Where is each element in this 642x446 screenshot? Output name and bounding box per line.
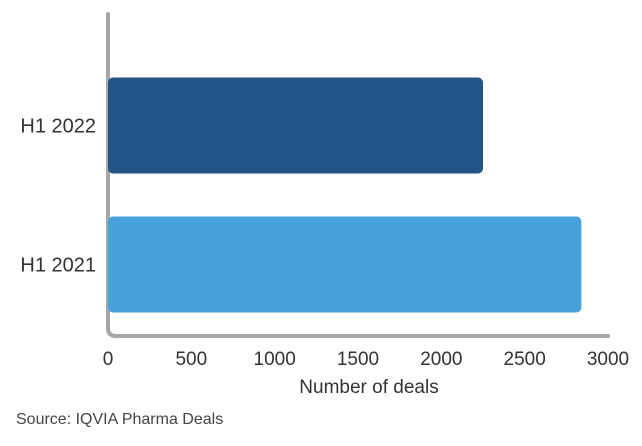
x-tick-labels: 0 500 1000 1500 2000 2500 3000: [103, 349, 629, 370]
x-tick-label: 2000: [420, 349, 462, 370]
x-tick-label: 1500: [337, 349, 379, 370]
category-label: H1 2022: [20, 116, 96, 138]
x-tick-label: 2500: [504, 349, 546, 370]
x-tick-label: 0: [103, 349, 114, 370]
x-axis-title: Number of deals: [299, 377, 438, 398]
x-tick-label: 3000: [587, 349, 629, 370]
bar-h1-2021: [108, 216, 582, 313]
bars: [108, 77, 582, 313]
source-note: Source: IQVIA Pharma Deals: [16, 411, 224, 428]
x-tick-label: 500: [175, 349, 207, 370]
x-tick-label: 1000: [254, 349, 296, 370]
axes: [106, 12, 610, 338]
axis-line: [106, 12, 610, 338]
bar-h1-2022: [108, 77, 483, 174]
category-labels: H1 2022 H1 2021: [20, 116, 96, 277]
category-label: H1 2021: [20, 255, 96, 277]
